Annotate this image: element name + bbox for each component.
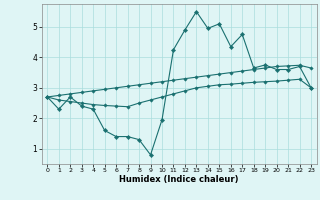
X-axis label: Humidex (Indice chaleur): Humidex (Indice chaleur): [119, 175, 239, 184]
